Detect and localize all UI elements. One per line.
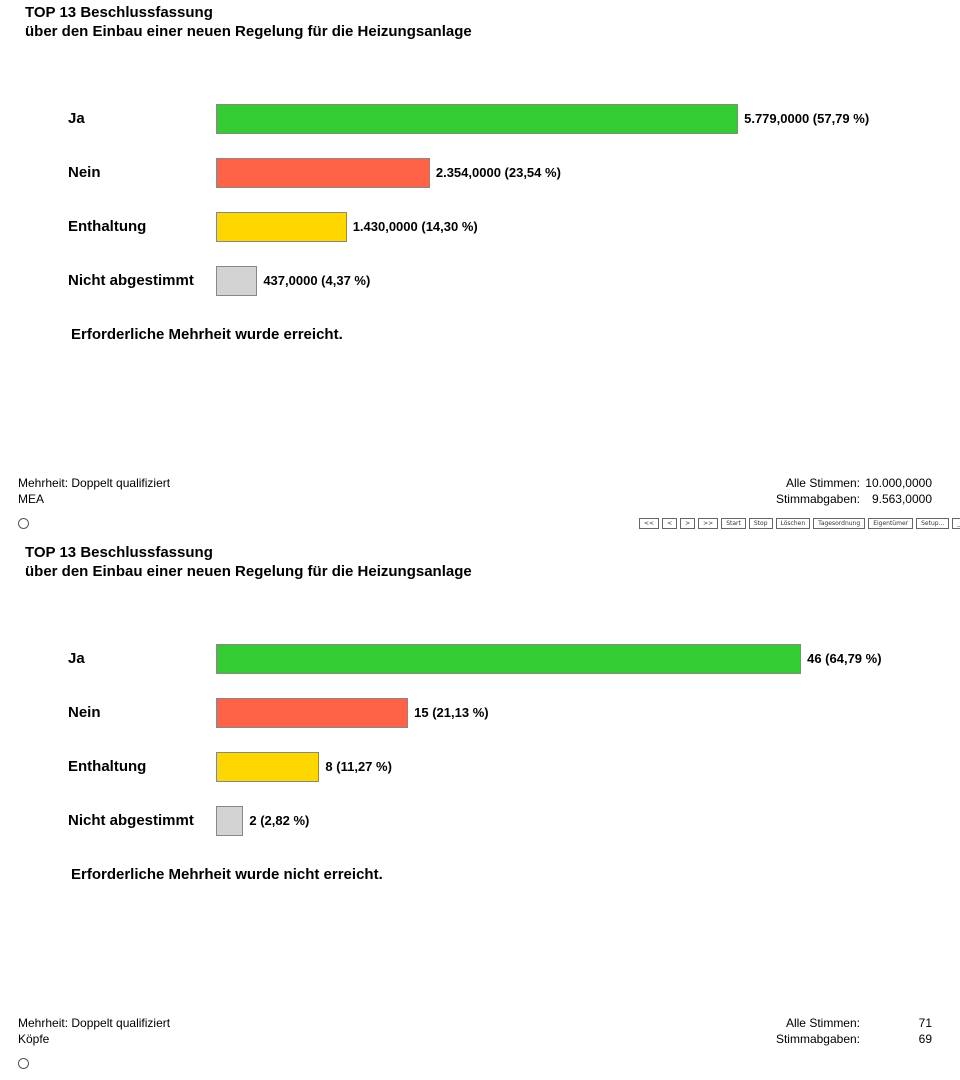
subtitle: über den Einbau einer neuen Regelung für… bbox=[25, 563, 472, 580]
toolbar-button[interactable]: Start bbox=[721, 518, 746, 529]
cast-value: 69 bbox=[918, 1032, 932, 1046]
category-label: Nein bbox=[68, 164, 101, 181]
value-label: 8 (11,27 %) bbox=[325, 759, 392, 774]
category-label: Nicht abgestimmt bbox=[68, 812, 194, 829]
total-label: Alle Stimmen: bbox=[785, 1016, 860, 1030]
toolbar-button[interactable]: Stop bbox=[748, 518, 773, 529]
bar bbox=[216, 212, 347, 242]
cast-label: Stimmabgaben: bbox=[775, 492, 860, 506]
majority-text: Mehrheit: Doppelt qualifiziert bbox=[18, 1016, 171, 1030]
total-value: 10.000,0000 bbox=[865, 476, 932, 490]
category-label: Nicht abgestimmt bbox=[68, 272, 194, 289]
radio[interactable] bbox=[18, 1058, 29, 1069]
result-text: Erforderliche Mehrheit wurde nicht errei… bbox=[71, 866, 383, 883]
subtitle: über den Einbau einer neuen Regelung für… bbox=[25, 23, 472, 40]
category-label: Ja bbox=[68, 110, 85, 127]
cast-label: Stimmabgaben: bbox=[775, 1032, 860, 1046]
bar bbox=[216, 104, 739, 134]
toolbar-button[interactable]: > bbox=[680, 518, 696, 529]
toolbar-button[interactable]: Eigentümer bbox=[868, 518, 914, 529]
value-label: 2.354,0000 (23,54 %) bbox=[435, 165, 561, 180]
method-text: Köpfe bbox=[18, 1032, 50, 1046]
toolbar-button[interactable]: >> bbox=[698, 518, 719, 529]
category-label: Ja bbox=[68, 650, 85, 667]
category-label: Nein bbox=[68, 704, 101, 721]
bar bbox=[216, 158, 430, 188]
category-label: Enthaltung bbox=[68, 758, 147, 775]
toolbar-button[interactable]: _ bbox=[952, 518, 960, 529]
toolbar: << < > >> Start Stop Löschen Tagesordnung Eigent… bbox=[639, 518, 960, 529]
toolbar-button[interactable]: Setup... bbox=[916, 518, 950, 529]
toolbar-button[interactable]: < bbox=[662, 518, 678, 529]
total-value: 71 bbox=[918, 1016, 932, 1030]
bar bbox=[216, 752, 320, 782]
value-label: 2 (2,82 %) bbox=[249, 813, 310, 828]
toolbar-button[interactable]: Tagesordnung bbox=[813, 518, 866, 529]
value-label: 437,0000 (4,37 %) bbox=[263, 273, 371, 288]
value-label: 1.430,0000 (14,30 %) bbox=[352, 219, 478, 234]
bar bbox=[216, 806, 244, 836]
toolbar-button[interactable]: << bbox=[639, 518, 660, 529]
title: TOP 13 Beschlussfassung bbox=[25, 544, 213, 561]
majority-text: Mehrheit: Doppelt qualifiziert bbox=[18, 476, 171, 490]
bar bbox=[216, 644, 802, 674]
bar bbox=[216, 698, 409, 728]
cast-value: 9.563,0000 bbox=[871, 492, 932, 506]
value-label: 15 (21,13 %) bbox=[414, 705, 489, 720]
bar bbox=[216, 266, 258, 296]
value-label: 46 (64,79 %) bbox=[807, 651, 882, 666]
toolbar-button[interactable]: Löschen bbox=[775, 518, 811, 529]
title: TOP 13 Beschlussfassung bbox=[25, 4, 213, 21]
method-text: MEA bbox=[18, 492, 45, 506]
category-label: Enthaltung bbox=[68, 218, 147, 235]
result-text: Erforderliche Mehrheit wurde erreicht. bbox=[71, 326, 343, 343]
radio[interactable] bbox=[18, 518, 29, 529]
total-label: Alle Stimmen: bbox=[785, 476, 860, 490]
value-label: 5.779,0000 (57,79 %) bbox=[744, 111, 870, 126]
